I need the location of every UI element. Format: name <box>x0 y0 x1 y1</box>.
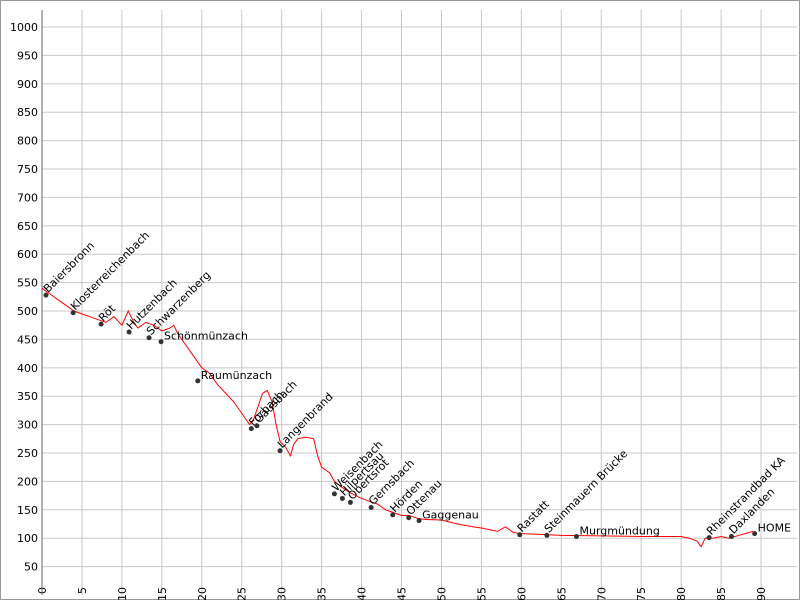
elevation-line <box>41 287 754 548</box>
stop-point <box>195 378 201 384</box>
y-tick-label: 550 <box>17 277 38 290</box>
y-tick-label: 450 <box>17 333 38 346</box>
stop-point <box>254 423 260 429</box>
y-tick-label: 950 <box>17 49 38 62</box>
stop-point <box>544 532 550 538</box>
stop-point <box>248 426 254 432</box>
stop-point <box>70 310 76 316</box>
stop-point <box>752 531 758 537</box>
y-tick-label: 900 <box>17 78 38 91</box>
x-tick-label: 10 <box>116 587 129 600</box>
y-tick-label: 850 <box>17 106 38 119</box>
stop-point <box>98 321 104 327</box>
x-tick-label: 50 <box>435 587 448 600</box>
x-tick-label: 60 <box>515 587 528 600</box>
x-tick-label: 20 <box>196 587 209 600</box>
stop-label: Murgmündung <box>579 525 659 538</box>
x-tick-label: 45 <box>396 587 409 600</box>
x-tick-label: 25 <box>236 587 249 600</box>
y-tick-label: 600 <box>17 248 38 261</box>
y-tick-label: 500 <box>17 305 38 318</box>
y-tick-label: 750 <box>17 163 38 176</box>
y-tick-label: 50 <box>24 561 38 574</box>
stop-point <box>368 505 374 511</box>
stop-label: HOME <box>758 522 791 535</box>
y-tick-label: 250 <box>17 447 38 460</box>
x-tick-label: 75 <box>635 587 648 600</box>
stop-point <box>126 329 132 335</box>
stop-point <box>331 491 337 497</box>
stop-point <box>390 512 396 518</box>
x-tick-label: 90 <box>755 587 768 600</box>
x-tick-label: 35 <box>316 587 329 600</box>
x-tick-label: 70 <box>595 587 608 600</box>
stop-point <box>406 515 412 521</box>
stop-label: Raumünzach <box>201 369 272 382</box>
x-tick-label: 30 <box>276 587 289 600</box>
x-tick-label: 15 <box>156 587 169 600</box>
stop-point <box>43 292 49 298</box>
stop-point <box>573 534 579 539</box>
stop-point <box>277 448 283 454</box>
stop-point <box>158 339 164 345</box>
y-tick-label: 150 <box>17 504 38 517</box>
x-tick-label: 5 <box>76 587 89 594</box>
y-tick-label: 800 <box>17 135 38 148</box>
stop-point <box>517 532 523 538</box>
y-tick-label: 350 <box>17 390 38 403</box>
y-tick-label: 300 <box>17 419 38 432</box>
y-tick-label: 100 <box>17 532 38 545</box>
y-tick-label: 1000 <box>10 21 38 34</box>
stop-point <box>339 495 345 501</box>
x-tick-label: 55 <box>475 587 488 600</box>
stop-label: Gaggenau <box>422 509 479 522</box>
y-tick-label: 700 <box>17 191 38 204</box>
stop-point <box>347 499 353 505</box>
stop-label: Schönmünzach <box>164 330 248 343</box>
stop-point <box>706 535 712 541</box>
stop-point <box>146 335 152 341</box>
x-tick-label: 85 <box>715 587 728 600</box>
stop-point <box>728 534 734 539</box>
y-tick-label: 650 <box>17 220 38 233</box>
y-tick-label: 400 <box>17 362 38 375</box>
x-tick-label: 80 <box>675 587 688 600</box>
y-tick-label: 200 <box>17 475 38 488</box>
x-tick-label: 40 <box>356 587 369 600</box>
stop-point <box>416 518 422 524</box>
x-tick-label: 65 <box>555 587 568 600</box>
